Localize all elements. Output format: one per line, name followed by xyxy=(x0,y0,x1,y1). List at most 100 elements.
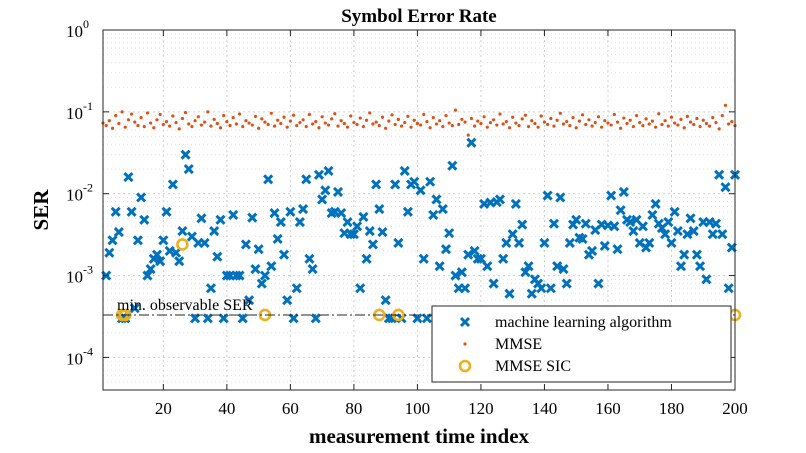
x-stroke xyxy=(679,249,690,260)
data-point xyxy=(152,126,156,130)
data-point xyxy=(561,122,566,126)
data-point xyxy=(104,247,115,258)
x-stroke xyxy=(199,237,210,249)
x-stroke xyxy=(593,278,604,289)
data-point xyxy=(285,125,289,129)
x-stroke xyxy=(685,213,696,224)
data-point xyxy=(396,117,400,121)
data-point xyxy=(269,208,280,219)
data-point xyxy=(615,205,626,216)
data-point xyxy=(542,120,547,124)
x-stroke xyxy=(707,229,718,240)
legend-label: MMSE xyxy=(495,336,542,353)
x-stroke xyxy=(663,217,674,228)
data-point xyxy=(727,122,731,126)
data-point xyxy=(180,116,184,121)
data-point xyxy=(482,261,493,272)
x-stroke xyxy=(513,237,525,249)
x-stroke xyxy=(307,264,318,275)
data-point xyxy=(504,120,508,124)
data-point xyxy=(469,245,480,256)
x-stroke xyxy=(714,169,725,180)
data-point xyxy=(450,123,454,128)
data-point xyxy=(142,270,153,281)
data-point xyxy=(139,116,143,120)
data-point xyxy=(440,244,452,255)
x-stroke xyxy=(510,198,521,210)
data-point xyxy=(701,118,705,122)
data-point xyxy=(361,125,366,129)
data-point xyxy=(590,124,594,128)
x-stroke xyxy=(139,214,150,225)
x-stroke xyxy=(126,206,137,217)
data-point xyxy=(425,120,429,124)
x-stroke xyxy=(421,313,433,324)
data-point xyxy=(628,225,639,237)
data-point xyxy=(371,179,382,190)
x-stroke xyxy=(332,186,344,198)
series-mmse xyxy=(101,103,737,137)
x-stroke xyxy=(542,190,553,201)
data-point xyxy=(412,313,423,324)
data-point xyxy=(654,125,658,129)
data-point xyxy=(692,122,696,127)
x-stroke xyxy=(240,239,251,250)
data-point xyxy=(603,119,607,123)
legend-entry: MMSE xyxy=(463,336,542,353)
data-point xyxy=(149,121,153,125)
x-stroke xyxy=(183,164,194,175)
x-stroke xyxy=(266,261,277,272)
data-point xyxy=(339,119,343,123)
data-point xyxy=(291,283,302,294)
data-point xyxy=(409,176,420,187)
data-point xyxy=(691,249,702,260)
x-stroke xyxy=(501,237,512,249)
x-stroke xyxy=(571,214,582,225)
data-point xyxy=(126,118,131,122)
data-point xyxy=(492,118,496,122)
x-stroke xyxy=(278,249,290,260)
data-point xyxy=(402,206,413,217)
x-stroke xyxy=(275,217,286,228)
x-stroke xyxy=(691,249,702,260)
x-tick-label: 60 xyxy=(282,399,299,418)
data-point xyxy=(720,114,724,118)
x-stroke xyxy=(285,206,296,217)
x-stroke xyxy=(212,251,223,262)
data-point xyxy=(638,120,642,125)
x-stroke xyxy=(669,206,680,217)
data-point xyxy=(669,115,674,119)
data-point xyxy=(730,120,734,124)
data-point xyxy=(511,115,515,119)
data-point xyxy=(278,249,290,260)
x-stroke xyxy=(682,229,693,240)
x-stroke xyxy=(291,283,302,294)
x-stroke xyxy=(170,247,182,258)
data-point xyxy=(418,253,429,264)
x-stroke xyxy=(205,283,217,294)
data-point xyxy=(425,176,436,187)
data-point xyxy=(145,111,150,115)
data-point xyxy=(475,253,486,264)
data-point xyxy=(615,120,620,124)
data-point xyxy=(530,119,534,123)
data-point xyxy=(688,225,699,237)
data-point xyxy=(612,244,623,255)
data-point xyxy=(723,103,728,107)
data-point xyxy=(295,123,299,128)
data-point xyxy=(561,278,572,289)
x-tick-label: 140 xyxy=(532,399,558,418)
y-tick-base: 10 xyxy=(66,104,83,123)
data-point xyxy=(406,114,410,119)
x-stroke xyxy=(456,267,467,278)
x-stroke xyxy=(482,261,493,272)
data-point xyxy=(415,185,426,196)
x-stroke xyxy=(218,313,229,324)
data-point xyxy=(323,165,334,176)
data-point xyxy=(644,237,655,249)
x-stroke xyxy=(282,295,293,306)
data-point xyxy=(355,283,366,294)
data-point xyxy=(488,120,493,125)
data-point xyxy=(314,120,318,124)
data-point xyxy=(133,120,137,124)
